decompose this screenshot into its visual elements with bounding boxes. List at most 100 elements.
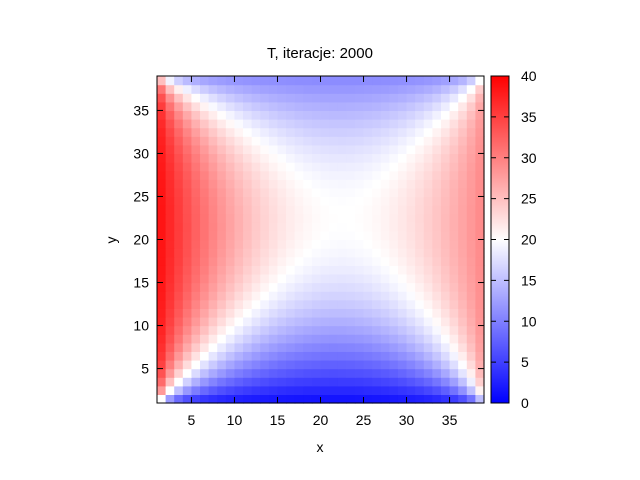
heatmap-cell (286, 394, 296, 404)
heatmap-cell (406, 101, 416, 112)
heatmap-cell (363, 136, 373, 146)
heatmap-cell (372, 101, 382, 112)
heatmap-cell (380, 256, 390, 266)
heatmap-cell (415, 162, 425, 172)
heatmap-cell (440, 205, 451, 215)
heatmap-cell (440, 127, 451, 137)
heatmap-cell (217, 196, 227, 206)
heatmap-cell (337, 239, 347, 249)
heatmap-cell (354, 325, 365, 335)
heatmap-cell (449, 273, 459, 284)
heatmap-cell (415, 308, 425, 318)
heatmap-cell (303, 334, 313, 344)
heatmap-cell (157, 308, 167, 318)
heatmap-cell (200, 291, 210, 301)
heatmap-cell (423, 187, 433, 198)
heatmap-cell (372, 153, 382, 163)
heatmap-cell (225, 162, 236, 172)
heatmap-cell (234, 256, 244, 266)
heatmap-cell (217, 187, 227, 198)
heatmap-cell (277, 153, 287, 163)
heatmap-cell (200, 342, 210, 352)
heatmap-cell (208, 316, 218, 327)
heatmap-cell (311, 153, 322, 163)
heatmap-cell (268, 351, 279, 361)
heatmap-cell (217, 334, 227, 344)
heatmap-cell (234, 359, 244, 370)
heatmap-cell (432, 291, 442, 301)
heatmap-cell (208, 351, 218, 361)
heatmap-cell (406, 196, 416, 206)
heatmap-cell (363, 205, 373, 215)
heatmap-cell (363, 282, 373, 292)
heatmap-cell (182, 76, 193, 86)
heatmap-cell (191, 239, 201, 249)
heatmap-cell (415, 144, 425, 155)
heatmap-cell (303, 394, 313, 404)
heatmap-cell (432, 119, 442, 129)
heatmap-cell (475, 136, 485, 146)
heatmap-cell (397, 84, 408, 94)
heatmap-cell (157, 334, 167, 344)
heatmap-cell (191, 334, 201, 344)
x-axis-ticks: 5 10 15 20 25 30 35 (188, 76, 458, 428)
heatmap-cell (260, 394, 270, 404)
heatmap-cell (294, 93, 304, 103)
heatmap-cell (268, 205, 279, 215)
heatmap-cell (217, 84, 227, 94)
heatmap-cell (311, 101, 322, 112)
heatmap-cell (346, 342, 356, 352)
heatmap-cell (182, 325, 193, 335)
heatmap-cell (432, 110, 442, 120)
heatmap-cell (389, 256, 399, 266)
heatmap-cell (311, 93, 322, 103)
heatmap-cell (165, 179, 175, 189)
heatmap-cell (440, 282, 451, 292)
heatmap-cell (346, 334, 356, 344)
heatmap-cell (346, 222, 356, 232)
heatmap-cell (294, 248, 304, 258)
heatmap-cell (243, 256, 253, 266)
heatmap-cell (397, 196, 408, 206)
heatmap-cell (466, 291, 476, 301)
heatmap-cell (475, 153, 485, 163)
heatmap-cell (174, 299, 184, 309)
heatmap-cell (260, 84, 270, 94)
heatmap-cell (286, 282, 296, 292)
heatmap-cell (165, 239, 175, 249)
heatmap-cell (200, 273, 210, 284)
heatmap-cell (458, 110, 468, 120)
heatmap-cell (182, 101, 193, 112)
heatmap-cell (157, 136, 167, 146)
heatmap-cell (157, 282, 167, 292)
heatmap-cell (157, 239, 167, 249)
heatmap-cell (234, 144, 244, 155)
heatmap-cell (200, 377, 210, 387)
heatmap-cell (475, 385, 485, 395)
heatmap-cell (174, 351, 184, 361)
heatmap-cell (225, 368, 236, 378)
heatmap-cell (406, 144, 416, 155)
heatmap-cell (303, 84, 313, 94)
heatmap-cells (157, 76, 485, 404)
heatmap-cell (337, 368, 347, 378)
heatmap-cell (458, 248, 468, 258)
heatmap-cell (191, 179, 201, 189)
heatmap-cell (311, 368, 322, 378)
y-axis-ticks: 5 10 15 20 25 30 35 (133, 102, 484, 377)
heatmap-cell (363, 170, 373, 180)
heatmap-cell (475, 394, 485, 404)
heatmap-cell (372, 76, 382, 86)
heatmap-cell (475, 282, 485, 292)
heatmap-cell (423, 93, 433, 103)
heatmap-cell (389, 136, 399, 146)
heatmap-cell (432, 377, 442, 387)
heatmap-cell (432, 308, 442, 318)
heatmap-cell (415, 187, 425, 198)
heatmap-cell (449, 127, 459, 137)
heatmap-cell (208, 187, 218, 198)
heatmap-cell (440, 101, 451, 112)
heatmap-cell (260, 110, 270, 120)
heatmap-cell (458, 84, 468, 94)
heatmap-cell (363, 385, 373, 395)
